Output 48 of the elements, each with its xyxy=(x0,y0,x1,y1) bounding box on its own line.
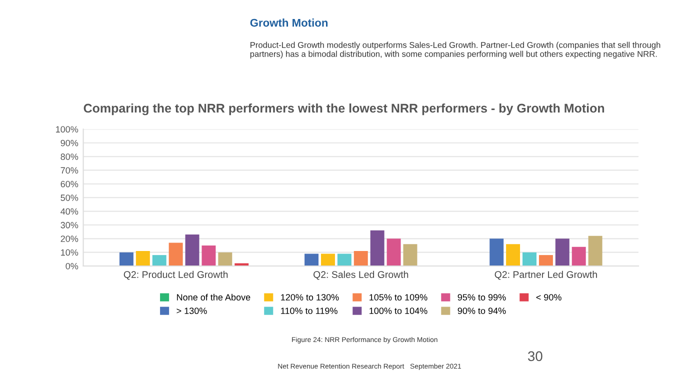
bar xyxy=(506,244,520,266)
bar xyxy=(538,255,553,266)
bar xyxy=(218,252,232,266)
legend-label: None of the Above xyxy=(177,294,250,300)
bar xyxy=(354,250,368,266)
legend-label: 90% to 94% xyxy=(458,308,506,314)
bar xyxy=(136,250,150,266)
bar xyxy=(320,254,335,266)
legend-label: 120% to 130% xyxy=(281,294,339,300)
bar xyxy=(522,252,536,266)
y-tick-label: 90% xyxy=(60,140,78,146)
bar xyxy=(168,242,183,266)
bar xyxy=(386,238,401,266)
chart-title: Comparing the top NRR performers with the lowest NRR performers - by Growth Motion xyxy=(84,103,604,116)
y-tick-label: 50% xyxy=(60,194,78,201)
y-tick-label: 40% xyxy=(60,208,78,215)
y-tick-label: 20% xyxy=(60,236,78,242)
bar xyxy=(403,244,418,266)
legend-label: 105% to 109% xyxy=(370,294,428,300)
bar xyxy=(304,254,319,266)
y-tick-label: 80% xyxy=(60,154,78,160)
legend-label: < 90% xyxy=(536,294,562,300)
legend-label: 110% to 119% xyxy=(281,308,338,314)
legend-label: 95% to 99% xyxy=(458,294,506,300)
text: 30 xyxy=(528,351,542,362)
y-tick-label: 10% xyxy=(61,249,78,256)
y-tick-label: 0% xyxy=(66,262,78,270)
bar xyxy=(152,255,166,266)
y-tick-label: 100% xyxy=(56,126,78,133)
bar xyxy=(185,234,200,266)
y-tick-label: 60% xyxy=(60,180,78,188)
bar xyxy=(202,245,216,266)
text: Growth Motion xyxy=(250,18,328,27)
x-tick-label: Q2: Partner Led Growth xyxy=(494,270,597,280)
x-tick-label: Q2: Product Led Growth xyxy=(124,270,228,280)
bar xyxy=(337,254,352,266)
y-tick-label: 70% xyxy=(60,167,78,174)
legend-label: 100% to 104% xyxy=(370,308,428,314)
x-tick-label: Q2: Sales Led Growth xyxy=(314,270,408,280)
bar xyxy=(370,230,384,266)
text: Product-Led Growth modestly outperforms Sales-Led Growth. Partner-Led Growth (companies that sell through partners) has a bimodal distribution, with some companies performing well but others expecting negative NRR. xyxy=(250,42,660,59)
bar xyxy=(555,238,570,266)
bar xyxy=(588,236,602,266)
bar xyxy=(572,246,586,266)
bar xyxy=(119,252,134,266)
bar xyxy=(490,238,504,266)
y-tick-label: 30% xyxy=(60,222,78,228)
legend-label: > 130% xyxy=(176,308,207,314)
